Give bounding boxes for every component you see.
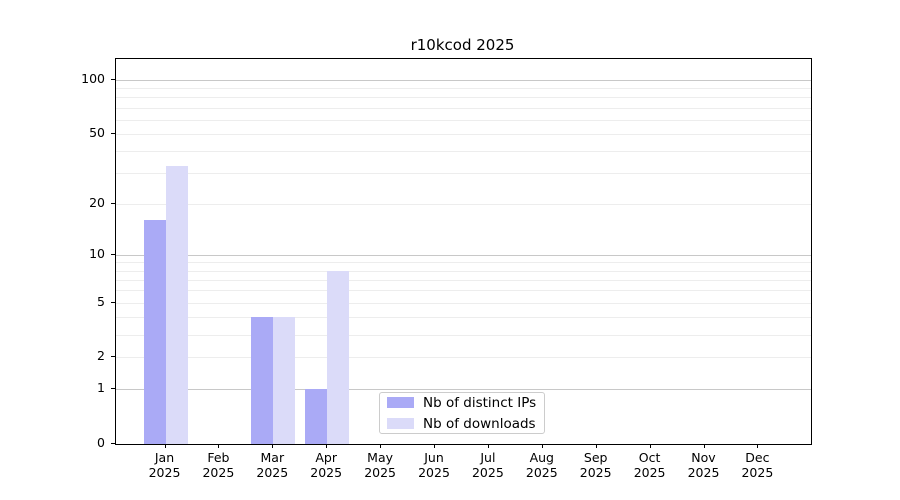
- bar-nb-of-downloads-apr: [327, 270, 350, 444]
- x-tick-label: Sep 2025: [579, 450, 612, 480]
- minor-gridline: [116, 97, 811, 99]
- minor-gridline: [116, 317, 811, 318]
- legend-swatch-downloads: [387, 418, 414, 429]
- legend: Nb of distinct IPs Nb of downloads: [379, 392, 545, 434]
- minor-gridline: [116, 119, 811, 121]
- y-tick-label: 2: [97, 348, 105, 364]
- bar-nb-of-downloads-jan: [165, 165, 188, 444]
- bar-nb-of-distinct-ips-jan: [143, 220, 166, 444]
- major-gridline: [116, 254, 811, 256]
- x-tick-mark: [218, 444, 220, 448]
- x-tick-mark: [380, 444, 382, 448]
- legend-entry-distinct-ips: Nb of distinct IPs: [387, 395, 544, 411]
- bar-nb-of-distinct-ips-mar: [251, 317, 274, 444]
- x-tick-label: Mar 2025: [256, 450, 289, 480]
- y-tick-mark: [111, 356, 115, 358]
- y-tick-label: 0: [97, 435, 105, 450]
- bar-nb-of-downloads-mar: [273, 317, 296, 444]
- x-tick-label: Jul 2025: [471, 450, 504, 480]
- y-tick-label: 100: [81, 70, 105, 86]
- minor-gridline: [116, 302, 811, 304]
- minor-gridline: [116, 150, 811, 152]
- plot-area: [115, 58, 812, 445]
- y-tick-label: 20: [89, 194, 105, 210]
- y-tick-mark: [111, 202, 115, 204]
- x-tick-label: May 2025: [364, 450, 396, 480]
- minor-gridline: [116, 270, 811, 272]
- minor-gridline: [116, 279, 811, 281]
- x-tick-label: Feb 2025: [202, 450, 235, 480]
- y-tick-label: 1: [97, 380, 105, 396]
- y-tick-mark: [111, 253, 115, 255]
- x-tick-label: Apr 2025: [310, 450, 343, 480]
- x-tick-mark: [757, 444, 759, 448]
- y-tick-label: 50: [89, 124, 105, 140]
- x-tick-mark: [434, 444, 435, 448]
- chart-title: r10kcod 2025: [410, 36, 515, 54]
- x-tick-mark: [595, 444, 597, 448]
- x-tick-label: Aug 2025: [525, 450, 558, 480]
- minor-gridline: [116, 262, 811, 264]
- y-tick-mark: [111, 132, 115, 134]
- x-tick-mark: [326, 444, 328, 448]
- x-tick-label: Oct 2025: [633, 450, 666, 480]
- major-gridline: [116, 389, 811, 391]
- minor-gridline: [116, 133, 811, 135]
- bar-nb-of-distinct-ips-apr: [305, 389, 328, 444]
- y-tick-mark: [111, 443, 115, 444]
- minor-gridline: [116, 290, 811, 292]
- x-tick-label: Dec 2025: [741, 450, 774, 480]
- x-tick-mark: [164, 444, 166, 448]
- x-tick-label: Jan 2025: [148, 450, 181, 480]
- legend-label-downloads: Nb of downloads: [423, 415, 536, 432]
- major-gridline: [116, 79, 811, 81]
- x-tick-mark: [703, 444, 705, 448]
- minor-gridline: [116, 203, 811, 205]
- y-tick-label: 10: [89, 245, 105, 261]
- minor-gridline: [116, 88, 811, 90]
- legend-swatch-distinct-ips: [387, 397, 414, 408]
- minor-gridline: [116, 357, 811, 359]
- x-tick-mark: [272, 444, 274, 448]
- x-tick-label: Nov 2025: [687, 450, 720, 480]
- y-tick-mark: [111, 388, 115, 390]
- legend-label-distinct-ips: Nb of distinct IPs: [423, 394, 537, 411]
- minor-gridline: [116, 173, 811, 175]
- minor-gridline: [116, 107, 811, 109]
- x-tick-mark: [487, 444, 489, 448]
- minor-gridline: [116, 334, 811, 336]
- y-tick-mark: [111, 78, 115, 80]
- x-tick-label: Jun 2025: [418, 450, 450, 480]
- y-tick-label: 5: [97, 293, 105, 309]
- y-tick-mark: [111, 301, 115, 303]
- x-tick-mark: [541, 444, 543, 448]
- x-tick-mark: [649, 444, 651, 448]
- legend-entry-downloads: Nb of downloads: [387, 416, 544, 432]
